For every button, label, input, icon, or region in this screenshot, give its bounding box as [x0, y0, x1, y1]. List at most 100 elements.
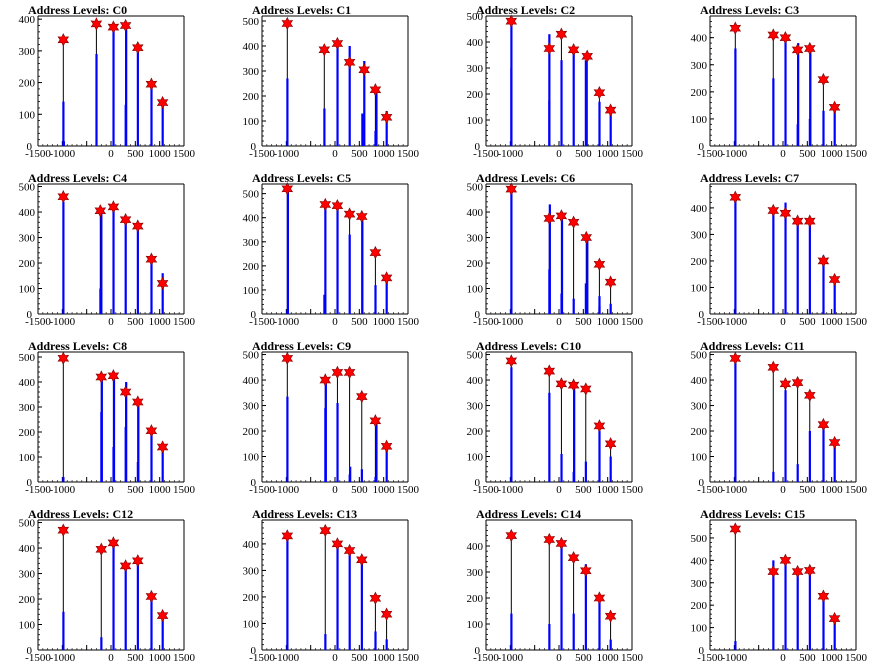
histogram-bar [324, 634, 327, 650]
peak-marker [156, 276, 169, 291]
peak-marker [90, 17, 103, 31]
peak-marker [319, 197, 332, 212]
peak-marker [57, 523, 70, 537]
histogram-bar [772, 471, 775, 482]
peak-marker [767, 28, 780, 42]
y-tick-label: 400 [467, 375, 484, 387]
y-tick-label: 300 [467, 233, 484, 245]
chart-title: Address Levels: C0 [28, 3, 127, 17]
y-tick-label: 300 [691, 401, 708, 413]
y-tick-label: 400 [19, 207, 36, 219]
peak-marker [593, 86, 606, 100]
peak-marker [729, 522, 742, 536]
peak-marker [580, 382, 592, 396]
y-tick-label: 300 [243, 237, 260, 249]
y-tick-label: 0 [27, 477, 33, 489]
histogram-bar [510, 613, 513, 650]
histogram-bar [360, 469, 363, 482]
x-tick-label: 0 [556, 148, 562, 160]
histogram-bar [598, 296, 601, 314]
x-tick-label: 1500 [621, 316, 644, 328]
peak-marker [331, 365, 344, 380]
peak-marker [343, 207, 356, 221]
histogram-bar [510, 367, 513, 482]
histogram-bar [62, 101, 65, 146]
y-tick-label: 500 [19, 352, 36, 364]
x-tick-label: -1500 [25, 316, 51, 328]
peak-marker [319, 373, 332, 387]
x-tick-label: 1500 [173, 652, 196, 664]
histogram-bar [324, 205, 327, 314]
x-tick-label: 1000 [821, 316, 844, 328]
peak-marker [555, 536, 568, 551]
x-tick-label: -1000 [273, 148, 299, 160]
y-tick-label: 500 [243, 350, 260, 362]
peak-marker [779, 553, 792, 567]
peak-marker [380, 439, 393, 453]
histogram-bar [833, 109, 836, 146]
peak-marker [95, 370, 108, 384]
chart-title: Address Levels: C11 [700, 339, 804, 353]
histogram-bar [572, 298, 575, 314]
x-tick-label: 0 [108, 148, 114, 160]
chart-panel-13: Address Levels: C13 100 200 300 400 0 -1500 -10… [224, 504, 448, 672]
histogram-bar [822, 425, 825, 482]
histogram-bar [560, 543, 563, 650]
x-tick-label: 0 [108, 652, 114, 664]
histogram-bar [336, 543, 339, 650]
x-tick-label: -1000 [273, 652, 299, 664]
histogram-bar [323, 108, 326, 146]
y-tick-label: 100 [243, 285, 260, 297]
histogram-bar [375, 420, 378, 482]
histogram-bar [598, 600, 601, 650]
x-tick-label: -1000 [49, 484, 75, 496]
peak-marker [281, 529, 294, 543]
x-tick-label: -1000 [497, 484, 523, 496]
histogram-bar [548, 34, 551, 147]
x-tick-label: -1500 [697, 484, 723, 496]
histogram-bar [375, 89, 378, 146]
chart-svg: Address Levels: C11002003004005000-1500-… [243, 3, 420, 160]
x-tick-label: -1000 [721, 652, 747, 664]
peak-marker [343, 55, 356, 69]
histogram-bar [100, 212, 103, 314]
y-tick-label: 300 [691, 229, 708, 241]
histogram-bar [584, 283, 587, 314]
histogram-bar [161, 616, 164, 650]
y-tick-label: 400 [691, 33, 708, 45]
x-tick-label: 0 [780, 484, 786, 496]
histogram-bar [361, 113, 364, 146]
peak-marker [828, 272, 841, 287]
peak-marker [791, 375, 804, 390]
y-tick-label: 300 [243, 66, 260, 78]
y-tick-label: 100 [691, 282, 708, 294]
histogram-bar [286, 78, 289, 146]
histogram-bar [363, 61, 366, 146]
x-tick-label: 0 [332, 652, 338, 664]
chart-svg: Address Levels: C151002003004005000-1500… [691, 507, 868, 664]
peak-marker [604, 275, 617, 289]
histogram-bar [150, 87, 153, 146]
x-tick-label: -1500 [249, 316, 275, 328]
histogram-bar [286, 396, 289, 482]
histogram-bar [62, 141, 65, 146]
peak-marker [767, 203, 780, 218]
chart-svg: Address Levels: C71002003004000-1500-100… [691, 171, 868, 328]
chart-title: Address Levels: C12 [28, 507, 133, 521]
peak-marker [145, 424, 158, 438]
x-tick-label: -1000 [721, 148, 747, 160]
histogram-bar [784, 202, 787, 314]
y-tick-label: 0 [251, 141, 257, 153]
peak-marker [580, 564, 592, 578]
y-tick-label: 200 [691, 426, 708, 438]
x-tick-label: 500 [799, 652, 816, 664]
chart-svg: Address Levels: C01002003004000-1500-100… [19, 3, 196, 160]
histogram-bar [808, 431, 811, 482]
y-tick-label: 400 [467, 37, 484, 49]
y-tick-label: 300 [691, 60, 708, 72]
x-tick-label: -1500 [25, 652, 51, 664]
peak-marker [145, 77, 158, 91]
x-tick-label: -1500 [697, 652, 723, 664]
x-tick-label: 500 [127, 316, 144, 328]
peak-marker [343, 543, 356, 558]
